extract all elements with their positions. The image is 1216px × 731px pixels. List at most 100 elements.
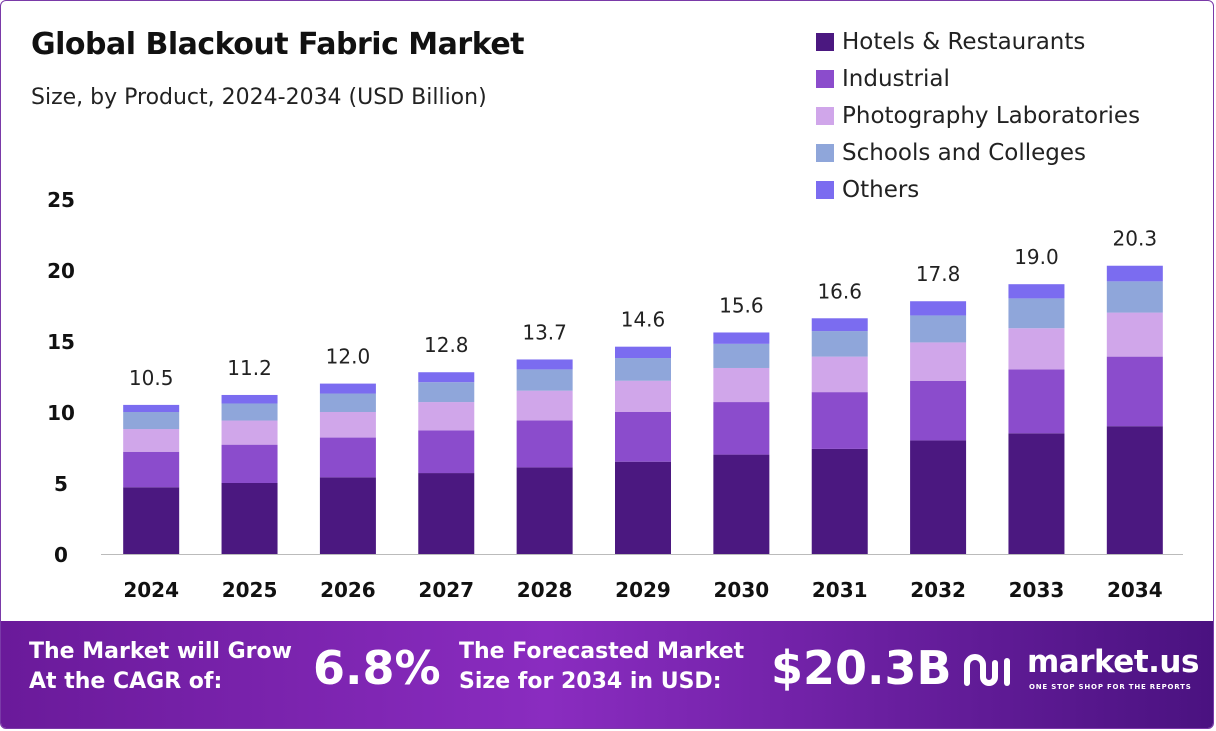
cagr-label-line1: The Market will Grow bbox=[29, 639, 292, 664]
bar-segment bbox=[516, 420, 573, 468]
legend-item: Schools and Colleges bbox=[816, 134, 1140, 171]
bar-segment bbox=[910, 380, 967, 441]
chart-subtitle: Size, by Product, 2024-2034 (USD Billion… bbox=[31, 85, 487, 110]
x-tick-label: 2034 bbox=[1107, 578, 1163, 602]
y-tick-label: 20 bbox=[47, 259, 75, 283]
bar-segment bbox=[516, 369, 573, 391]
bar-segment bbox=[319, 383, 376, 394]
bar-segment bbox=[418, 382, 475, 403]
bar-segment bbox=[713, 332, 770, 344]
bar-segment bbox=[123, 429, 180, 452]
bar-segment bbox=[418, 402, 475, 431]
brand-tagline: ONE STOP SHOP FOR THE REPORTS bbox=[1029, 683, 1192, 691]
bar-total-label: 10.5 bbox=[129, 366, 174, 390]
bar-segment bbox=[1008, 433, 1065, 554]
y-tick-label: 25 bbox=[47, 188, 75, 212]
bar-segment bbox=[615, 412, 671, 462]
bar-total-label: 15.6 bbox=[719, 293, 764, 317]
legend-label: Schools and Colleges bbox=[842, 139, 1087, 166]
x-tick-label: 2028 bbox=[517, 578, 573, 602]
bar-segment bbox=[319, 437, 376, 478]
bar-segment bbox=[1106, 312, 1163, 357]
x-tick-label: 2025 bbox=[222, 578, 278, 602]
bar-segment bbox=[1106, 356, 1163, 427]
y-tick-label: 0 bbox=[54, 543, 68, 567]
legend-label: Others bbox=[842, 176, 920, 203]
summary-banner: The Market will Grow At the CAGR of: 6.8… bbox=[1, 621, 1213, 728]
cagr-label: The Market will Grow At the CAGR of: bbox=[29, 637, 292, 697]
bar-total-label: 12.8 bbox=[424, 333, 469, 357]
bar-segment bbox=[713, 454, 770, 554]
legend-swatch bbox=[816, 69, 834, 88]
brand-name: market.us bbox=[1027, 644, 1199, 680]
bar-segment bbox=[319, 477, 376, 554]
bar-segment bbox=[811, 331, 868, 357]
bar-total-label: 17.8 bbox=[916, 262, 961, 286]
bar-segment bbox=[123, 487, 180, 554]
bar-segment bbox=[1106, 265, 1163, 282]
bar-segment bbox=[811, 318, 868, 332]
bar-segment bbox=[713, 367, 770, 403]
bar-segment bbox=[910, 440, 967, 554]
x-tick-label: 2026 bbox=[320, 578, 376, 602]
market-us-logo-icon bbox=[964, 654, 1010, 686]
bar-segment bbox=[418, 473, 475, 554]
bar-total-label: 14.6 bbox=[621, 308, 666, 332]
bar-segment bbox=[319, 412, 376, 438]
x-tick-label: 2031 bbox=[812, 578, 868, 602]
legend-swatch bbox=[816, 143, 834, 162]
bar-segment bbox=[221, 420, 278, 445]
bar-segment bbox=[910, 301, 967, 316]
bar-total-label: 12.0 bbox=[326, 345, 371, 369]
forecast-label-line1: The Forecasted Market bbox=[459, 639, 745, 664]
bar-total-label: 11.2 bbox=[227, 356, 272, 380]
bar-segment bbox=[221, 394, 278, 404]
bar-segment bbox=[221, 483, 278, 554]
legend-label: Industrial bbox=[842, 65, 950, 92]
bar-segment bbox=[1008, 328, 1065, 370]
cagr-value: 6.8% bbox=[313, 641, 441, 695]
x-tick-label: 2029 bbox=[615, 578, 671, 602]
forecast-label-line2: Size for 2034 in USD: bbox=[459, 669, 722, 694]
bar-total-label: 16.6 bbox=[817, 279, 862, 303]
legend-label: Photography Laboratories bbox=[842, 102, 1141, 129]
bar-segment bbox=[418, 430, 475, 474]
bar-segment bbox=[615, 346, 671, 359]
bar-segment bbox=[221, 444, 278, 483]
x-tick-label: 2027 bbox=[418, 578, 474, 602]
legend-swatch bbox=[816, 180, 834, 199]
bar-segment bbox=[123, 404, 180, 412]
bar-segment bbox=[615, 461, 671, 554]
bar-segment bbox=[811, 356, 868, 393]
legend-item: Photography Laboratories bbox=[816, 97, 1140, 134]
bar-segment bbox=[516, 390, 573, 421]
bar-segment bbox=[910, 342, 967, 381]
bar-segment bbox=[713, 343, 770, 368]
bar-segment bbox=[1106, 281, 1163, 313]
legend: Hotels & Restaurants Industrial Photograph… bbox=[816, 23, 1140, 208]
bar-segment bbox=[516, 467, 573, 554]
bar-segment bbox=[1008, 284, 1065, 299]
forecast-label: The Forecasted Market Size for 2034 in U… bbox=[459, 637, 744, 697]
cagr-label-line2: At the CAGR of: bbox=[29, 669, 223, 694]
bar-segment bbox=[811, 448, 868, 554]
bar-segment bbox=[123, 451, 180, 488]
bar-segment bbox=[516, 359, 573, 370]
x-tick-label: 2024 bbox=[123, 578, 179, 602]
bar-segment bbox=[811, 392, 868, 449]
legend-swatch bbox=[816, 32, 834, 51]
y-tick-label: 5 bbox=[54, 472, 68, 496]
bar-total-label: 13.7 bbox=[522, 320, 567, 344]
bar-segment bbox=[910, 315, 967, 343]
bar-segment bbox=[615, 380, 671, 412]
x-tick-label: 2033 bbox=[1009, 578, 1065, 602]
legend-item: Hotels & Restaurants bbox=[816, 23, 1140, 60]
bar-segment bbox=[221, 403, 278, 421]
legend-label: Hotels & Restaurants bbox=[842, 28, 1086, 55]
bar-total-label: 20.3 bbox=[1113, 227, 1158, 251]
stacked-bar-chart: 051015202510.5202411.2202512.0202612.820… bbox=[47, 188, 1183, 602]
legend-item: Industrial bbox=[816, 60, 1140, 97]
bar-segment bbox=[1008, 298, 1065, 329]
bar-segment bbox=[615, 358, 671, 381]
